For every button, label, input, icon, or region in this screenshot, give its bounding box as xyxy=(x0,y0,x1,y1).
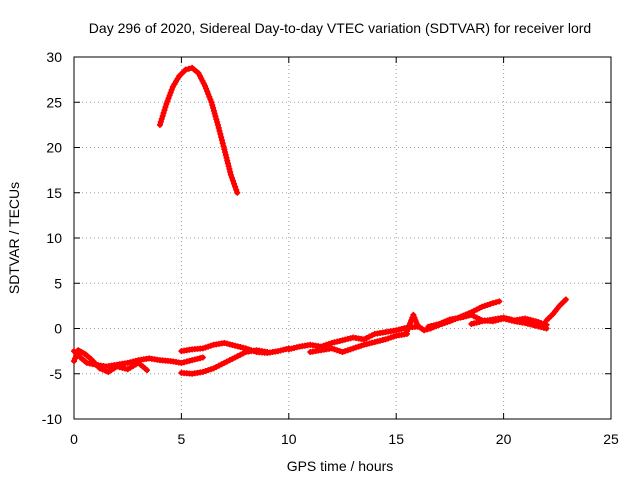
grid xyxy=(74,57,611,419)
data-point xyxy=(496,298,503,305)
x-axis-label: GPS time / hours xyxy=(287,458,394,474)
y-tick-label: 30 xyxy=(46,49,62,65)
data-point xyxy=(211,110,218,117)
series-line xyxy=(544,297,569,323)
data-point xyxy=(421,327,428,334)
series-arc-mid-5 xyxy=(468,314,550,328)
data-point xyxy=(162,104,169,111)
data-point xyxy=(75,347,82,354)
series-arc-end xyxy=(543,296,569,324)
data-point xyxy=(231,180,238,187)
data-point xyxy=(210,107,217,114)
data-point xyxy=(199,354,206,361)
data-point xyxy=(562,296,569,303)
data-point xyxy=(161,107,168,114)
data-point xyxy=(213,116,220,123)
data-point xyxy=(210,104,217,111)
x-tick-label: 0 xyxy=(70,431,78,447)
x-tick-label: 10 xyxy=(281,431,297,447)
y-tick-label: -10 xyxy=(42,411,62,427)
data-point xyxy=(215,124,222,131)
data-point xyxy=(218,134,225,141)
data-point xyxy=(208,99,215,106)
data-point xyxy=(234,189,241,196)
data-point xyxy=(493,299,500,306)
x-tick-label: 5 xyxy=(178,431,186,447)
x-tick-label: 15 xyxy=(388,431,404,447)
data-point xyxy=(159,112,166,119)
series-arc-mid-2 xyxy=(307,330,410,356)
x-tick-labels: 0 5 10 15 20 25 xyxy=(70,431,619,447)
y-tick-label: 20 xyxy=(46,140,62,156)
x-tick-label: 25 xyxy=(603,431,619,447)
data-point xyxy=(232,183,239,190)
data-point xyxy=(489,300,496,307)
data-point xyxy=(214,121,221,128)
data-point xyxy=(157,118,164,125)
y-tick-label: -5 xyxy=(50,366,63,382)
series-arc-low-4 xyxy=(178,347,271,377)
data-series xyxy=(71,64,569,377)
data-point xyxy=(233,186,240,193)
data-point xyxy=(227,171,234,178)
y-tick-label: 0 xyxy=(54,321,62,337)
data-point xyxy=(102,367,109,374)
data-point xyxy=(220,143,227,150)
data-point xyxy=(217,131,224,138)
data-point xyxy=(228,174,235,181)
tick-marks xyxy=(73,56,612,420)
data-point xyxy=(158,115,165,122)
y-tick-label: 15 xyxy=(46,185,62,201)
data-point xyxy=(168,86,175,93)
data-point xyxy=(219,140,226,147)
y-tick-label: 5 xyxy=(54,275,62,291)
data-point xyxy=(264,349,271,356)
data-point xyxy=(167,89,174,96)
y-tick-label: 25 xyxy=(46,94,62,110)
chart-title: Day 296 of 2020, Sidereal Day-to-day VTE… xyxy=(89,20,591,36)
data-point xyxy=(214,119,221,126)
data-point xyxy=(216,127,223,134)
data-point xyxy=(166,92,173,99)
series-arc-low-3 xyxy=(178,339,292,356)
y-axis-label: SDTVAR / TECUs xyxy=(6,182,22,294)
data-point xyxy=(163,101,170,108)
series-arc-low-2 xyxy=(71,347,151,375)
data-point xyxy=(185,65,192,72)
data-point xyxy=(165,95,172,102)
data-point xyxy=(96,365,103,372)
data-point xyxy=(156,121,163,128)
data-point xyxy=(164,98,171,105)
y-tick-labels: -10 -5 0 5 10 15 20 25 30 xyxy=(42,49,62,427)
series-arc-mid-1 xyxy=(285,323,421,353)
series-arc-high xyxy=(156,64,241,196)
data-point xyxy=(160,109,167,116)
data-point xyxy=(209,102,216,109)
data-point xyxy=(212,113,219,120)
y-tick-label: 10 xyxy=(46,230,62,246)
data-point xyxy=(144,367,151,374)
data-point xyxy=(229,177,236,184)
data-point xyxy=(218,137,225,144)
data-point xyxy=(182,66,189,73)
data-point xyxy=(78,349,85,356)
x-tick-label: 20 xyxy=(496,431,512,447)
data-point xyxy=(99,366,106,373)
